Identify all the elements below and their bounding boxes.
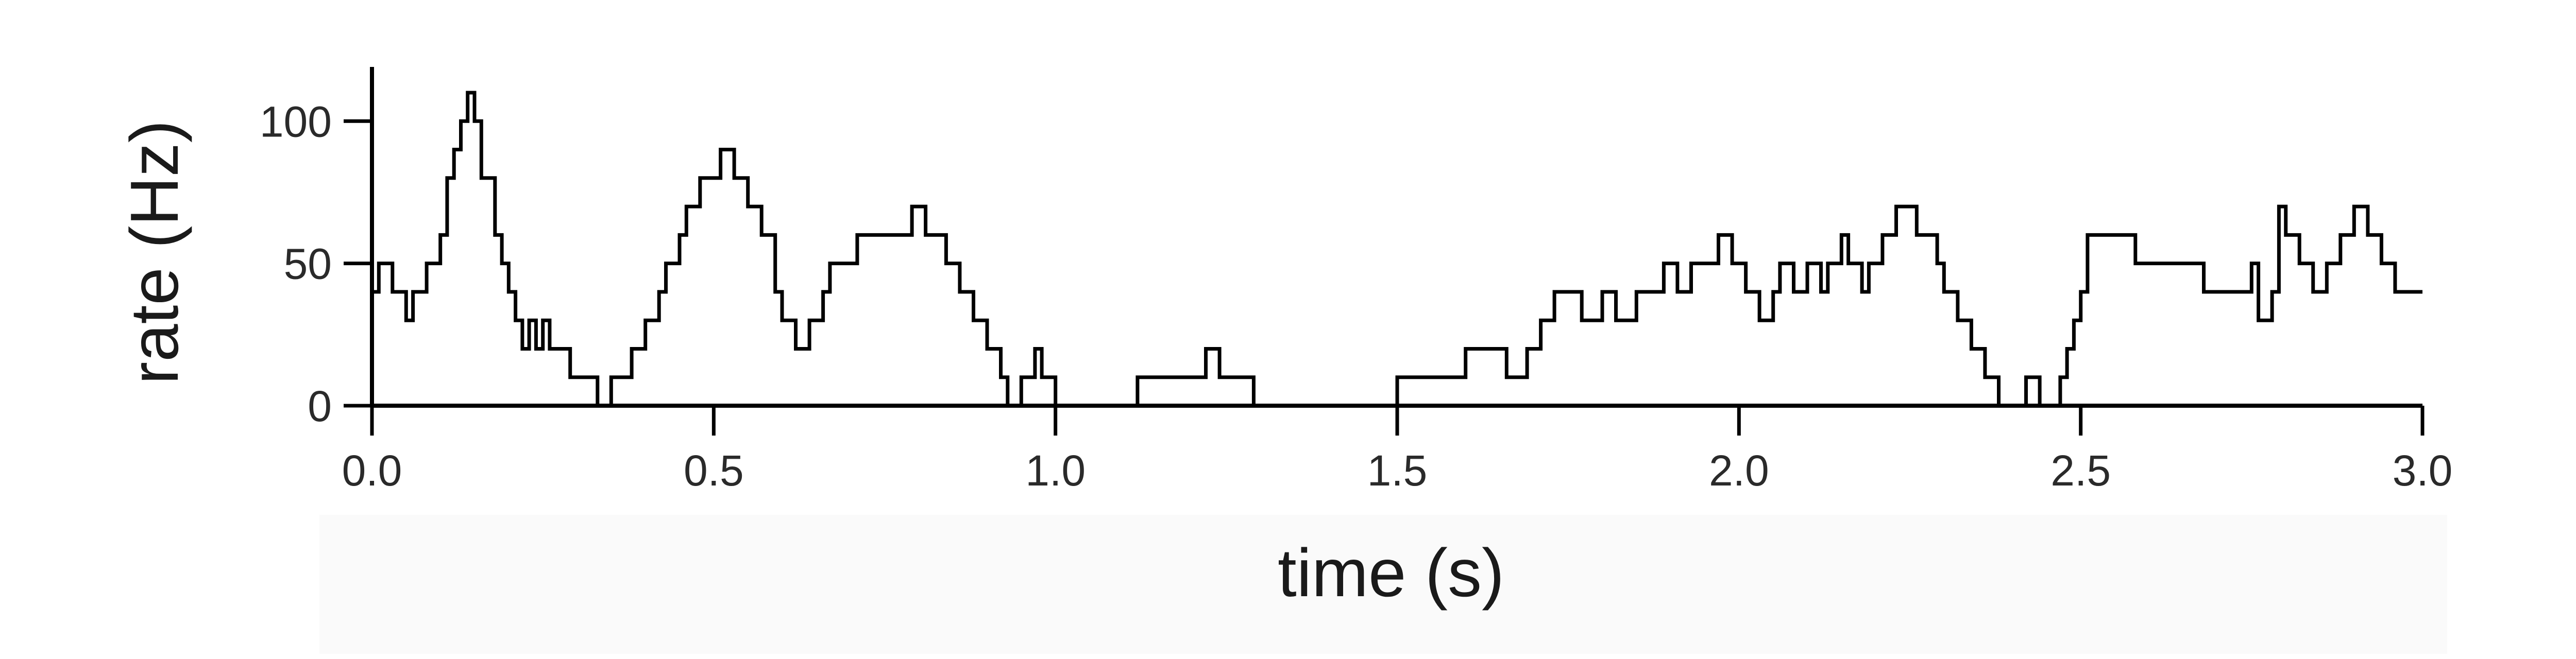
rate-series-line: [370, 91, 2422, 408]
lower-panel-shade: [319, 515, 2447, 654]
y-tick-label: 0: [308, 382, 332, 430]
y-tick-label: 50: [284, 240, 332, 288]
x-axis-label: time (s): [1278, 535, 1504, 611]
plot-area: 0 50 100 0.0 0.5 1.0 1.5 2.0 2.5 3.0: [260, 67, 2453, 495]
y-axis-ticks: 0 50 100: [260, 97, 372, 430]
x-tick-label: 3.0: [2393, 446, 2453, 495]
x-tick-label: 2.0: [1709, 446, 1769, 495]
y-tick-label: 100: [260, 97, 332, 146]
x-tick-label: 0.5: [684, 446, 744, 495]
x-tick-label: 1.5: [1367, 446, 1428, 495]
x-axis-ticks: 0.0 0.5 1.0 1.5 2.0 2.5 3.0: [342, 406, 2453, 495]
y-axis-label: rate (Hz): [116, 120, 192, 384]
x-tick-label: 0.0: [342, 446, 402, 495]
x-tick-label: 1.0: [1025, 446, 1086, 495]
x-tick-label: 2.5: [2050, 446, 2111, 495]
